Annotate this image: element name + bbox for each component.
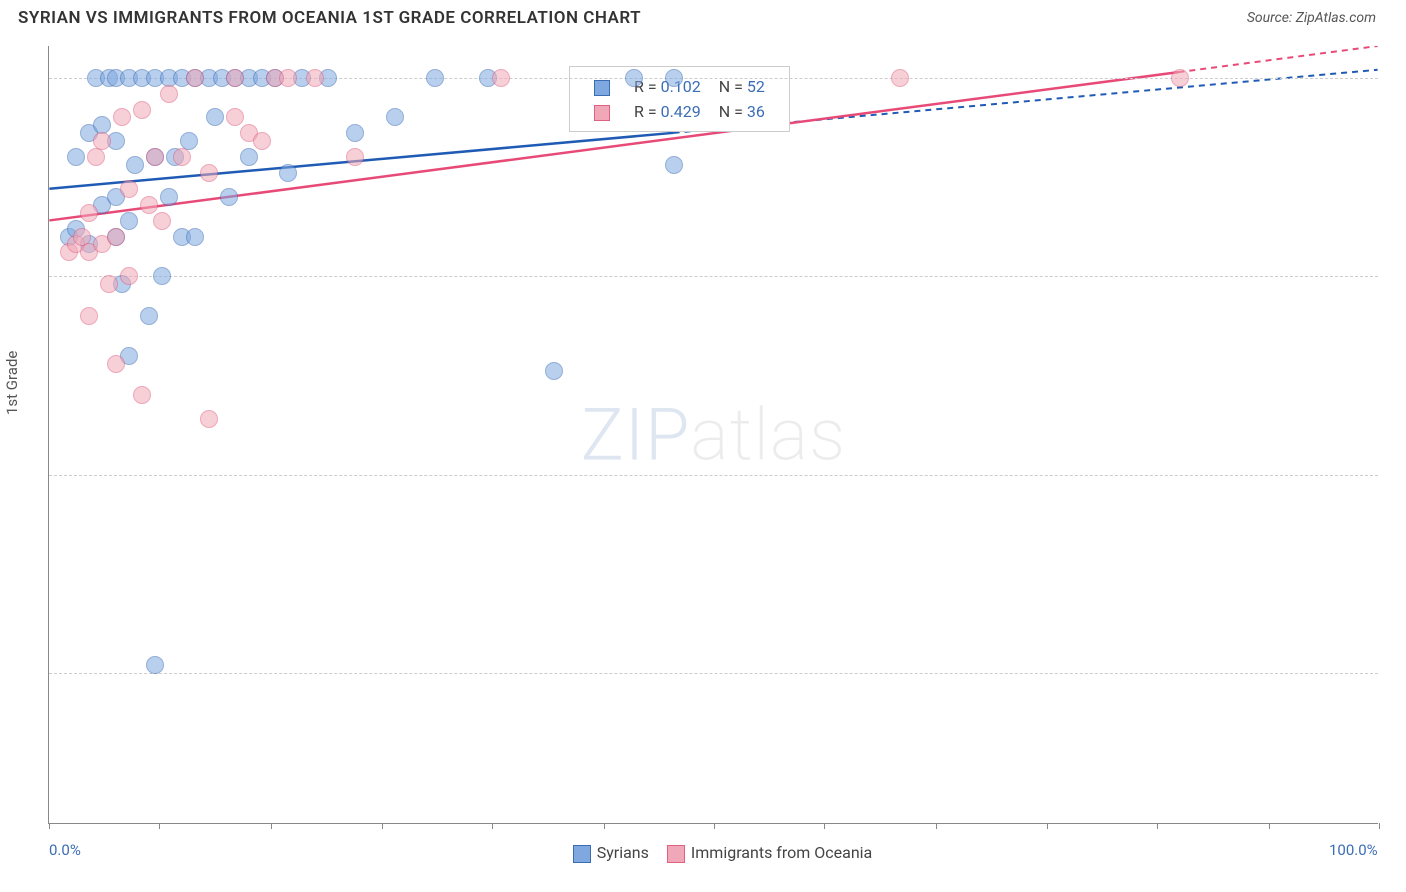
scatter-point (140, 307, 158, 325)
legend-swatch (667, 845, 685, 863)
y-tick-label: 92.5% (1388, 664, 1406, 682)
watermark: ZIPatlas (581, 392, 846, 477)
scatter-point (279, 69, 297, 87)
chart-source: Source: ZipAtlas.com (1247, 10, 1376, 26)
scatter-point (120, 180, 138, 198)
scatter-point (891, 69, 909, 87)
x-tick (382, 823, 383, 829)
x-tick-label: 0.0% (49, 841, 81, 859)
scatter-point (220, 188, 238, 206)
scatter-point (107, 228, 125, 246)
x-tick (714, 823, 715, 829)
scatter-point (306, 69, 324, 87)
gridline-h (49, 475, 1378, 476)
scatter-point (625, 69, 643, 87)
scatter-point (186, 228, 204, 246)
bottom-legend: Syrians Immigrants from Oceania (49, 843, 1378, 863)
scatter-point (226, 69, 244, 87)
scatter-point (120, 267, 138, 285)
y-tick-label: 97.5% (1388, 267, 1406, 285)
scatter-point (153, 267, 171, 285)
scatter-point (200, 410, 218, 428)
scatter-point (120, 212, 138, 230)
scatter-point (87, 148, 105, 166)
scatter-point (279, 164, 297, 182)
x-tick (604, 823, 605, 829)
scatter-point (133, 101, 151, 119)
chart-header: SYRIAN VS IMMIGRANTS FROM OCEANIA 1ST GR… (0, 0, 1406, 36)
scatter-point (200, 164, 218, 182)
stats-row: R = 0.429N = 36 (586, 100, 773, 123)
scatter-point (1171, 69, 1189, 87)
x-tick (936, 823, 937, 829)
scatter-point (492, 69, 510, 87)
scatter-point (665, 156, 683, 174)
scatter-point (240, 148, 258, 166)
scatter-point (80, 307, 98, 325)
scatter-point (226, 108, 244, 126)
scatter-point (100, 275, 118, 293)
scatter-point (346, 124, 364, 142)
x-tick (492, 823, 493, 829)
scatter-point (67, 148, 85, 166)
y-tick-label: 95.0% (1388, 466, 1406, 484)
scatter-point (146, 656, 164, 674)
scatter-point (545, 362, 563, 380)
scatter-point (346, 148, 364, 166)
legend-label: Immigrants from Oceania (691, 843, 872, 862)
scatter-point (113, 108, 131, 126)
scatter-point (140, 196, 158, 214)
scatter-point (253, 132, 271, 150)
scatter-point (133, 386, 151, 404)
x-tick (1379, 823, 1380, 829)
x-tick-label: 100.0% (1329, 841, 1378, 859)
scatter-point (153, 212, 171, 230)
x-tick (271, 823, 272, 829)
trend-line-dashed (1178, 46, 1377, 72)
scatter-point (93, 132, 111, 150)
chart-title: SYRIAN VS IMMIGRANTS FROM OCEANIA 1ST GR… (18, 8, 641, 28)
scatter-point (173, 148, 191, 166)
scatter-point (80, 204, 98, 222)
scatter-point (160, 85, 178, 103)
scatter-point (206, 108, 224, 126)
x-tick (49, 823, 50, 829)
x-tick (824, 823, 825, 829)
y-tick-label: 100.0% (1388, 69, 1406, 87)
legend-swatch (573, 845, 591, 863)
x-tick (1269, 823, 1270, 829)
y-axis-title: 1st Grade (3, 351, 21, 415)
gridline-h (49, 673, 1378, 674)
scatter-point (186, 69, 204, 87)
chart-plot-area: ZIPatlas R = 0.102N = 52R = 0.429N = 36 … (48, 46, 1378, 824)
scatter-point (146, 148, 164, 166)
x-tick (1157, 823, 1158, 829)
x-tick (159, 823, 160, 829)
gridline-h (49, 276, 1378, 277)
scatter-point (426, 69, 444, 87)
legend-label: Syrians (597, 843, 649, 862)
scatter-point (126, 156, 144, 174)
scatter-point (386, 108, 404, 126)
x-tick (1047, 823, 1048, 829)
scatter-point (160, 188, 178, 206)
chart-container: SYRIAN VS IMMIGRANTS FROM OCEANIA 1ST GR… (0, 0, 1406, 892)
scatter-point (107, 355, 125, 373)
scatter-point (665, 69, 683, 87)
